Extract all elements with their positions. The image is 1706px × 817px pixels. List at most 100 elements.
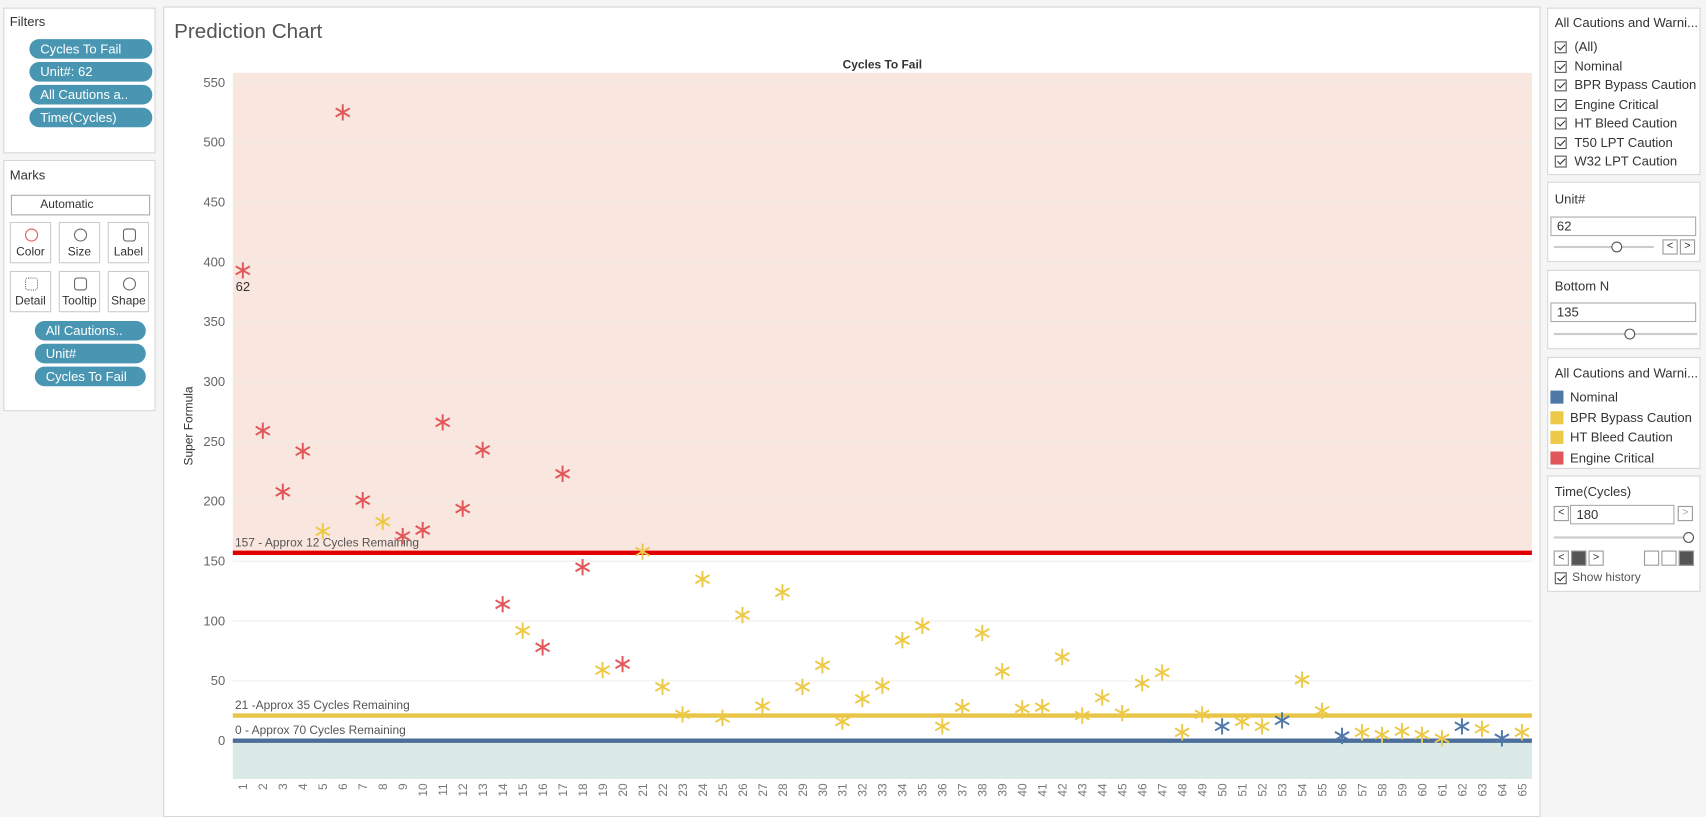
x-tick-label: 6 (336, 783, 350, 790)
filter-pill[interactable]: Unit#: 62 (29, 62, 153, 82)
play-forward[interactable]: > (1588, 550, 1604, 566)
legend-label[interactable]: HT Bleed Caution (1569, 429, 1673, 445)
data-point (914, 617, 930, 634)
option-label[interactable]: W32 LPT Caution (1574, 153, 1678, 169)
marks-pill[interactable]: Cycles To Fail (34, 366, 146, 387)
marks-button[interactable]: Tooltip (58, 270, 101, 313)
play-back[interactable]: < (1553, 550, 1569, 566)
x-tick-label: 45 (1116, 783, 1130, 797)
data-point (375, 513, 391, 530)
legend-swatch[interactable] (1550, 410, 1564, 424)
unit-slider[interactable] (1553, 245, 1654, 249)
slider-knob[interactable] (1611, 241, 1623, 253)
marks-button[interactable]: Label (107, 221, 150, 264)
slider-knob[interactable] (1624, 328, 1636, 340)
data-point (1114, 705, 1130, 722)
speed-slow[interactable] (1643, 550, 1660, 566)
marks-button[interactable]: Shape (107, 270, 150, 313)
x-tick-label: 33 (876, 783, 890, 797)
next-button[interactable]: > (1679, 239, 1696, 255)
show-history-label[interactable]: Show history (1572, 571, 1641, 585)
data-point (415, 521, 431, 539)
filter-pill[interactable]: Cycles To Fail (29, 39, 153, 59)
mark-type-dropdown[interactable]: Automatic (10, 194, 151, 216)
bottom-n-input[interactable]: 135 (1550, 302, 1697, 323)
next-button[interactable]: > (1677, 505, 1693, 522)
x-tick-label: 17 (556, 783, 570, 797)
data-point (455, 500, 471, 517)
marks-pill[interactable]: All Cautions.. (34, 320, 146, 341)
data-point (535, 639, 551, 656)
x-tick-label: 59 (1395, 783, 1409, 797)
option-label[interactable]: HT Bleed Caution (1574, 115, 1678, 131)
data-point (1174, 724, 1190, 741)
option-checkbox[interactable] (1554, 136, 1567, 149)
prev-button[interactable]: < (1662, 239, 1678, 255)
button-label: Color (16, 245, 45, 259)
x-tick-label: 49 (1195, 783, 1209, 797)
filter-pill[interactable]: All Cautions a.. (29, 84, 153, 105)
x-tick-label: 7 (356, 783, 370, 790)
option-checkbox[interactable] (1554, 98, 1567, 111)
point-label: 62 (236, 279, 251, 294)
option-label[interactable]: (All) (1574, 39, 1598, 55)
y-tick-label: 200 (203, 494, 225, 509)
option-checkbox[interactable] (1554, 155, 1567, 168)
data-point (475, 441, 491, 459)
marks-pill[interactable]: Unit# (34, 343, 146, 364)
time-dropdown[interactable]: 180 (1569, 504, 1675, 525)
x-tick-label: 10 (416, 783, 430, 797)
option-checkbox[interactable] (1554, 60, 1567, 73)
x-tick-label: 63 (1475, 783, 1489, 797)
time-slider[interactable] (1553, 536, 1689, 539)
data-point (854, 690, 870, 707)
filters-title: Filters (9, 14, 46, 30)
x-tick-label: 35 (916, 783, 930, 797)
data-point (1434, 730, 1450, 747)
option-label[interactable]: T50 LPT Caution (1574, 134, 1673, 150)
data-point (734, 606, 751, 624)
unit-input[interactable]: 62 (1550, 216, 1697, 237)
marks-button[interactable]: Detail (9, 270, 52, 313)
option-checkbox[interactable] (1554, 41, 1567, 54)
legend-swatch[interactable] (1550, 390, 1564, 404)
x-tick-label: 43 (1076, 783, 1090, 797)
data-point (1194, 706, 1210, 723)
option-label[interactable]: Engine Critical (1574, 96, 1659, 112)
option-label[interactable]: Nominal (1574, 58, 1623, 74)
data-point (1354, 724, 1370, 741)
marks-button[interactable]: Size (58, 221, 101, 264)
marks-button[interactable]: Color (9, 221, 52, 264)
button-label: Shape (111, 294, 146, 308)
legend-label[interactable]: Engine Critical (1569, 449, 1655, 466)
time-filter-title: Time(Cycles) (1554, 484, 1632, 500)
speed-medium[interactable] (1661, 550, 1677, 566)
data-point (634, 543, 651, 560)
option-label[interactable]: BPR Bypass Caution (1574, 77, 1697, 93)
y-tick-label: 350 (203, 314, 225, 329)
slider-knob[interactable] (1683, 532, 1695, 543)
filter-pill[interactable]: Time(Cycles) (29, 107, 153, 128)
legend-swatch[interactable] (1550, 450, 1564, 465)
option-checkbox[interactable] (1554, 117, 1567, 130)
data-point (974, 624, 990, 642)
x-tick-label: 55 (1315, 783, 1329, 797)
prev-button[interactable]: < (1553, 505, 1569, 522)
legend-swatch[interactable] (1550, 430, 1564, 444)
caution-filter-card (1547, 7, 1701, 176)
x-tick-label: 13 (476, 783, 490, 797)
legend-label[interactable]: Nominal (1569, 389, 1618, 405)
show-history-checkbox[interactable] (1554, 572, 1567, 585)
data-point (295, 442, 311, 460)
stop-button[interactable] (1571, 550, 1587, 566)
y-tick-label: 450 (203, 195, 225, 210)
speed-fast[interactable] (1678, 550, 1695, 566)
reference-label: 0 - Approx 70 Cycles Remaining (235, 723, 406, 737)
data-point (1234, 713, 1250, 730)
x-tick-label: 65 (1515, 783, 1529, 797)
x-tick-label: 50 (1215, 783, 1229, 797)
x-tick-label: 26 (736, 783, 750, 797)
option-checkbox[interactable] (1554, 79, 1567, 92)
legend-label[interactable]: BPR Bypass Caution (1569, 409, 1692, 425)
